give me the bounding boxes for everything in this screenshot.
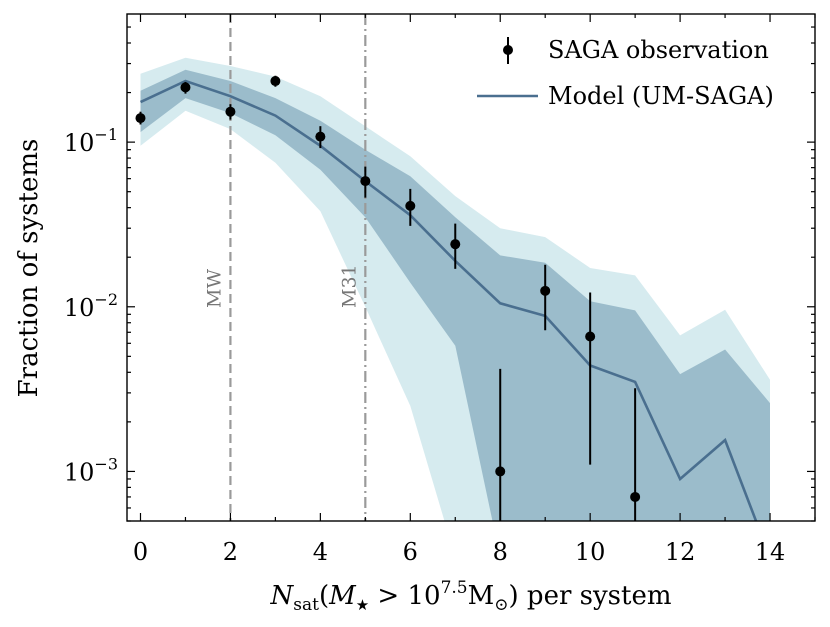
observation-point (315, 131, 326, 142)
x-tick-label: 2 (223, 538, 238, 566)
legend: SAGA observation Model (UM-SAGA) (477, 36, 774, 110)
legend-label-observation: SAGA observation (548, 36, 769, 64)
x-axis-label: Nsat(M★ > 107.5M⊙) per system (269, 578, 671, 615)
x-tick-label: 12 (665, 538, 696, 566)
x-tick-label: 10 (575, 538, 606, 566)
vline-label-m31: M31 (338, 264, 360, 308)
vline-label-mw: MW (203, 269, 225, 308)
y-tick-label: 10−2 (64, 290, 118, 322)
observation-point (540, 285, 551, 296)
x-tick-labels: 0 2 4 6 8 10 12 14 (133, 538, 785, 566)
reference-lines: MW M31 (203, 14, 367, 521)
legend-obs-marker (503, 45, 513, 55)
plot-frame (126, 13, 816, 522)
observation-point (225, 106, 236, 117)
model-band-inner (140, 69, 770, 521)
model-bands (140, 57, 770, 521)
x-tick-label: 4 (313, 538, 328, 566)
x-tick-label: 6 (403, 538, 418, 566)
y-tick-label: 10−1 (64, 125, 118, 157)
observation-point (405, 200, 416, 211)
observation-point (450, 239, 461, 250)
x-tick-label: 14 (755, 538, 786, 566)
x-tick-label: 8 (493, 538, 508, 566)
y-tick-labels: 10−3 10−2 10−1 (64, 125, 118, 486)
y-axis-label: Fraction of systems (14, 139, 44, 398)
observation-point (585, 331, 596, 342)
observation-point (270, 76, 281, 87)
observation-point (135, 113, 146, 124)
observation-point (180, 82, 191, 93)
x-tick-label: 0 (133, 538, 148, 566)
observation-point (630, 491, 641, 502)
observation-point (495, 466, 506, 477)
legend-label-model: Model (UM-SAGA) (548, 82, 774, 110)
y-tick-label: 10−3 (64, 454, 118, 486)
observation-point (360, 176, 371, 187)
